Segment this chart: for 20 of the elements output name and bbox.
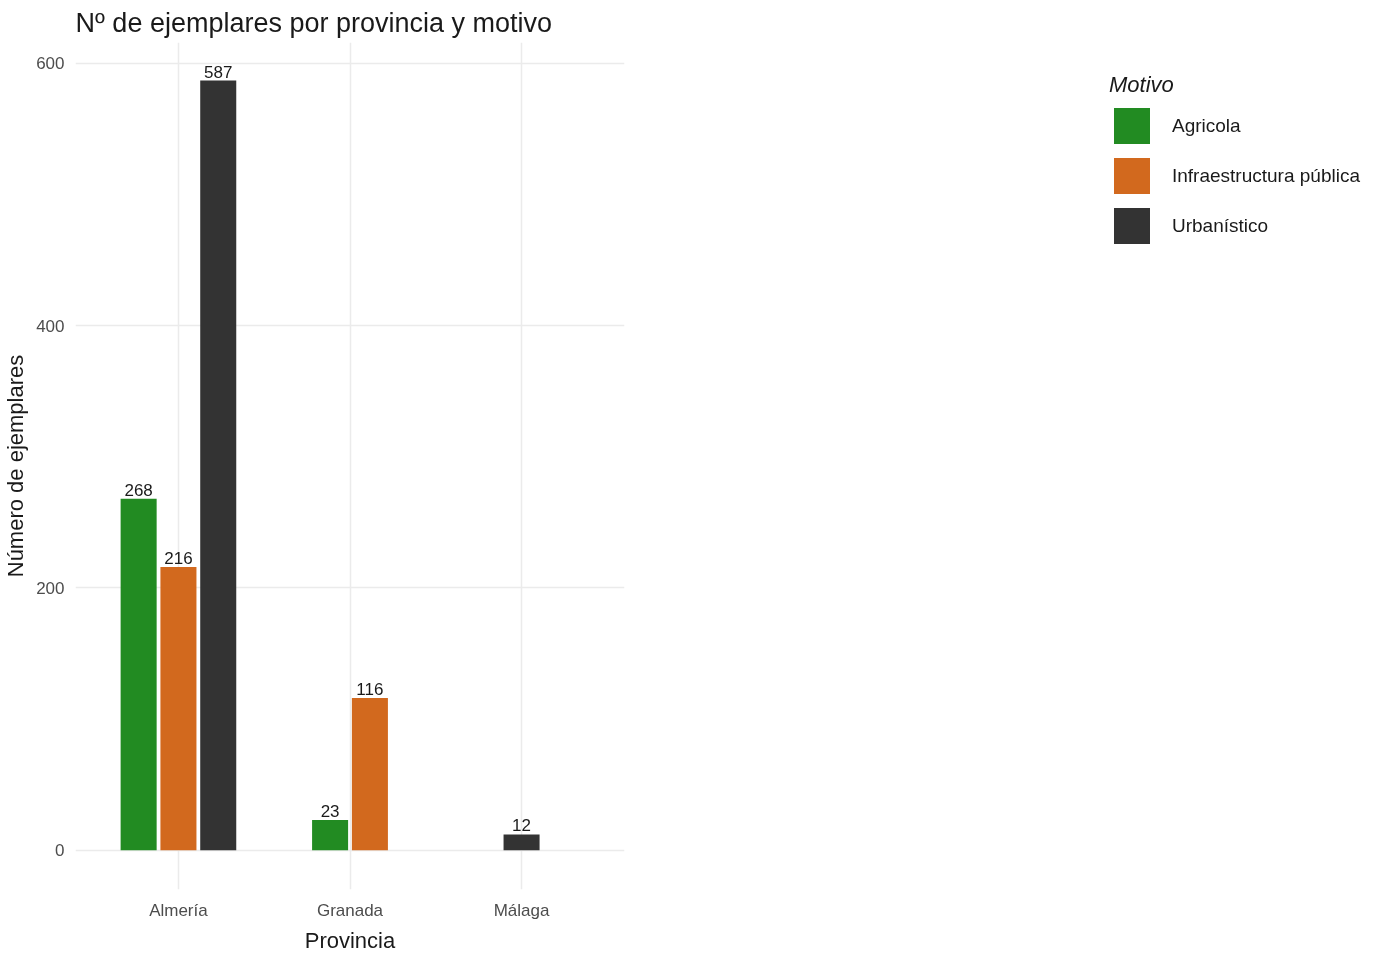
data-label: 268 <box>124 480 153 500</box>
data-label: 116 <box>356 680 384 700</box>
y-tick-label: 600 <box>36 54 65 74</box>
chart-title: Nº de ejemplares por provincia y motivo <box>75 7 553 38</box>
x-tick-label: Granada <box>316 900 384 920</box>
legend-title: Motivo <box>1109 72 1175 98</box>
x-tick-label: Málaga <box>493 900 550 920</box>
legend-label: Urbanístico <box>1172 214 1269 237</box>
legend-label: Agricola <box>1172 114 1241 137</box>
y-tick-label: 200 <box>36 578 65 598</box>
x-axis-title: Provincia <box>304 927 397 953</box>
y-tick-label: 0 <box>55 841 65 861</box>
legend-label: Infraestructura pública <box>1172 164 1360 187</box>
data-label: 216 <box>164 548 193 568</box>
data-label: 12 <box>512 816 532 836</box>
x-tick-label: Almería <box>149 900 209 920</box>
y-tick-label: 400 <box>36 316 65 336</box>
y-axis-title: Número de ejemplares <box>3 354 29 578</box>
data-label: 587 <box>204 62 233 82</box>
data-label: 23 <box>320 802 340 822</box>
